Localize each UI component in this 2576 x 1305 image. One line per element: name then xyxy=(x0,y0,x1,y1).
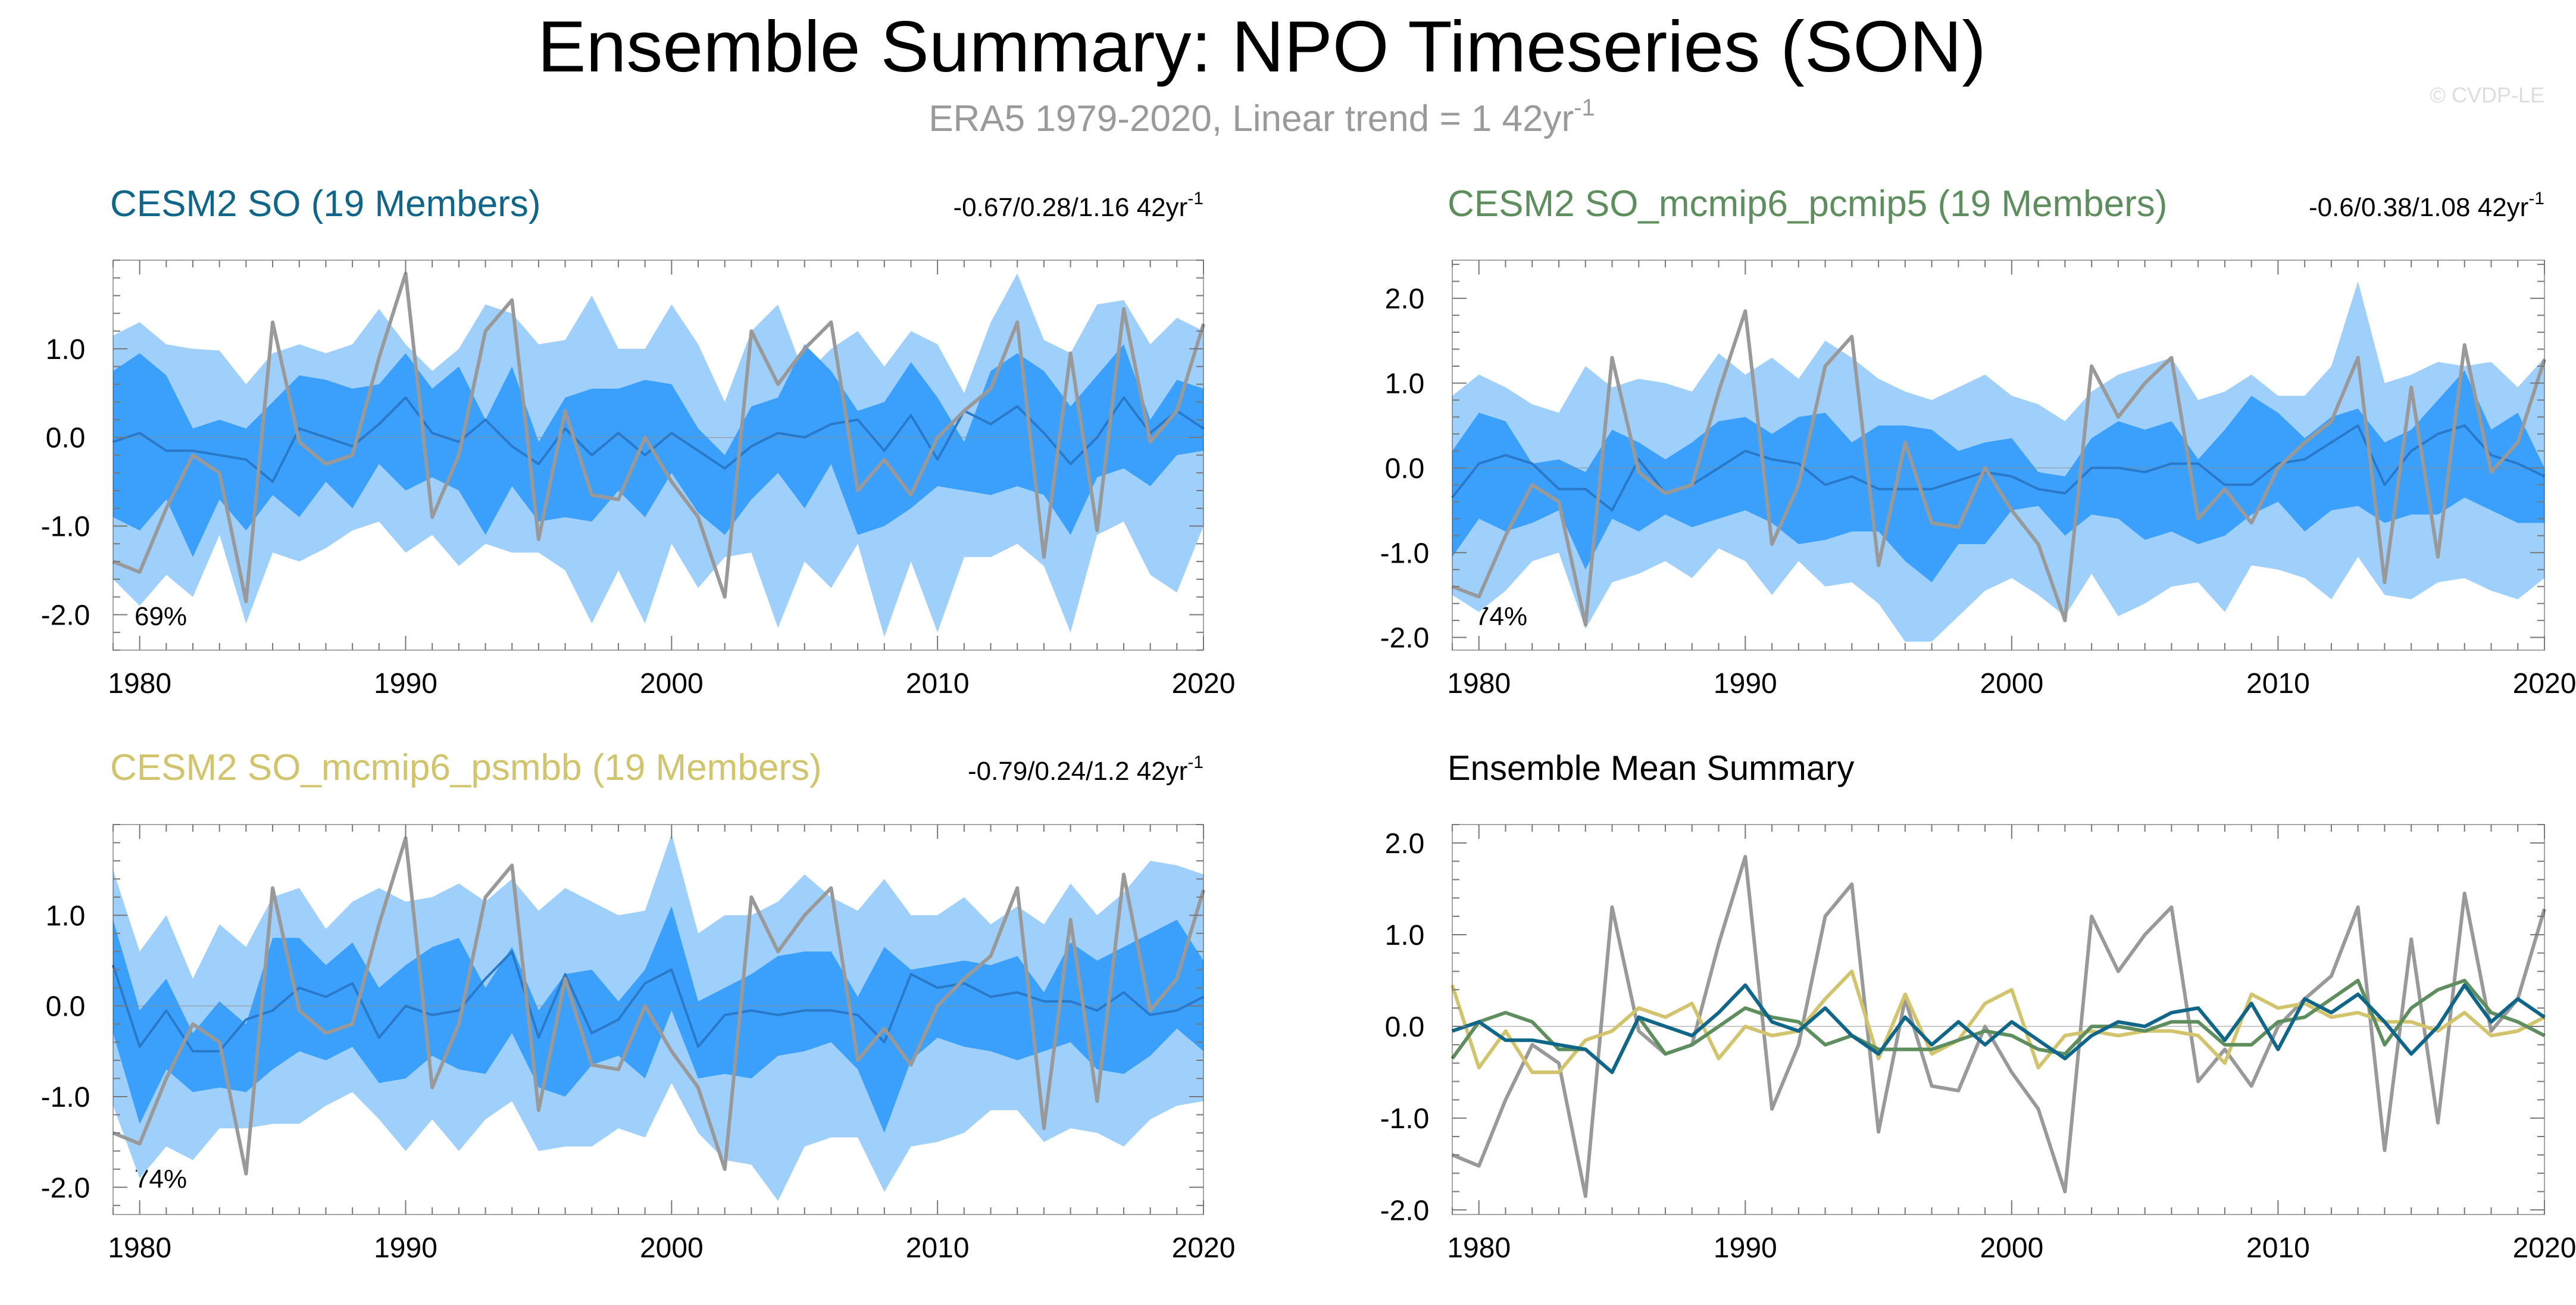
y-tick-label: -2.0 xyxy=(41,1172,90,1204)
y-tick-label: 0.0 xyxy=(1385,1011,1425,1043)
y-tick-label: -2.0 xyxy=(1380,1195,1430,1226)
plot-area: 1980 1990 2000 2010 2020 -2.0 -1.0 0.0 1.0 xyxy=(41,824,1236,1264)
watermark-text: © CVDP-LE xyxy=(2430,83,2544,107)
band-inner xyxy=(113,344,1203,557)
y-tick-label: -2.0 xyxy=(41,600,90,631)
x-tick-label: 1980 xyxy=(1447,668,1511,700)
figure-subtitle-sup: -1 xyxy=(1574,95,1595,121)
x-tick-label: 1990 xyxy=(374,668,437,700)
y-tick-label: 0.0 xyxy=(46,423,86,454)
y-tick-label: -2.0 xyxy=(1380,623,1430,654)
x-tick-label: 2010 xyxy=(2246,668,2310,700)
trend-label-main: -0.67/0.28/1.16 42yr xyxy=(953,193,1187,222)
series-cesm2-so xyxy=(1452,983,2546,1075)
trend-label-sup: -1 xyxy=(1187,189,1203,208)
panel-title: CESM2 SO (19 Members) xyxy=(110,183,541,224)
series-era5 xyxy=(112,836,1205,1176)
y-tick-label: 1.0 xyxy=(46,334,86,366)
band-inner xyxy=(113,906,1203,1133)
trend-label-sup: -1 xyxy=(2528,189,2544,208)
band-inner xyxy=(1452,370,2544,583)
series-era5 xyxy=(1451,309,2546,627)
panel-cesm2-so-mcmip6-pcmip5: CESM2 SO_mcmip6_pcmip5 (19 Members) -0.6… xyxy=(1380,183,2576,700)
series-era5 xyxy=(112,271,1205,604)
figure-title: Ensemble Summary: NPO Timeseries (SON) xyxy=(537,6,1986,87)
x-tick-label: 2010 xyxy=(906,668,970,700)
series-ensemble-mean xyxy=(112,396,1205,483)
plot-frame xyxy=(1452,260,2545,651)
x-tick-label: 1990 xyxy=(1714,1232,1777,1264)
x-tick-label: 2010 xyxy=(906,1232,970,1264)
x-tick-label: 2020 xyxy=(2513,668,2576,700)
plot-area: 1980 1990 2000 2010 2020 -2.0 -1.0 0.0 1.0 2.0 xyxy=(1380,824,2576,1264)
trend-label-main: -0.6/0.38/1.08 42yr xyxy=(2309,193,2528,222)
trend-label-main: -0.79/0.24/1.2 42yr xyxy=(968,757,1187,786)
percent-label: 69% xyxy=(135,602,187,631)
plot-frame xyxy=(112,824,1204,1215)
x-tick-label: 2020 xyxy=(1172,668,1236,700)
plot-area: 1980 1990 2000 2010 2020 -2.0 -1.0 0.0 1.0 xyxy=(41,260,1236,700)
panel-title: CESM2 SO_mcmip6_psmbb (19 Members) xyxy=(110,747,822,788)
y-tick-label: -1.0 xyxy=(1380,1103,1430,1135)
panel-title: CESM2 SO_mcmip6_pcmip5 (19 Members) xyxy=(1448,183,2167,224)
figure-subtitle: ERA5 1979-2020, Linear trend = 1 42yr-1 xyxy=(929,95,1595,139)
y-tick-label: -1.0 xyxy=(41,1082,90,1113)
panel-cesm2-so-mcmip6-psmbb: CESM2 SO_mcmip6_psmbb (19 Members) -0.79… xyxy=(41,747,1236,1264)
y-tick-label: 0.0 xyxy=(46,991,86,1023)
y-tick-label: 0.0 xyxy=(1385,453,1425,485)
x-tick-label: 1980 xyxy=(108,668,171,700)
y-tick-label: 2.0 xyxy=(1385,828,1425,860)
y-tick-label: 2.0 xyxy=(1385,283,1425,315)
x-tick-label: 2000 xyxy=(1980,668,2043,700)
x-tick-label: 1980 xyxy=(108,1232,171,1264)
trend-label: -0.67/0.28/1.16 42yr-1 xyxy=(953,189,1203,222)
trend-label: -0.79/0.24/1.2 42yr-1 xyxy=(968,753,1203,786)
series-ensemble-mean xyxy=(1451,424,2545,512)
figure-subtitle-main: ERA5 1979-2020, Linear trend = 1 42yr xyxy=(929,98,1574,139)
x-tick-label: 2020 xyxy=(2513,1232,2576,1264)
panel-title: Ensemble Mean Summary xyxy=(1448,749,1854,788)
plot-area: 1980 1990 2000 2010 2020 -2.0 -1.0 0.0 1.0 2.0 xyxy=(1380,260,2576,700)
x-tick-label: 2000 xyxy=(640,668,704,700)
x-tick-label: 2020 xyxy=(1172,1232,1236,1264)
y-tick-label: 1.0 xyxy=(46,900,86,932)
x-tick-label: 2010 xyxy=(2246,1232,2310,1264)
y-tick-label: 1.0 xyxy=(1385,368,1425,399)
y-tick-label: 1.0 xyxy=(1385,920,1425,951)
panel-cesm2-so: CESM2 SO (19 Members) -0.67/0.28/1.16 42… xyxy=(41,183,1236,700)
x-tick-label: 1980 xyxy=(1447,1232,1511,1264)
trend-label: -0.6/0.38/1.08 42yr-1 xyxy=(2309,189,2544,222)
y-tick-label: -1.0 xyxy=(1380,538,1430,569)
plot-frame xyxy=(1452,824,2545,1215)
y-tick-label: -1.0 xyxy=(41,511,90,543)
x-tick-label: 2000 xyxy=(1980,1232,2043,1264)
panel-ensemble-mean-summary: Ensemble Mean Summary 1980 1990 2000 2010 20… xyxy=(1380,749,2576,1264)
trend-label-sup: -1 xyxy=(1187,753,1203,772)
x-tick-label: 1990 xyxy=(1714,668,1777,700)
series-cesm2-so-mcmip6-psmbb xyxy=(1450,969,2546,1075)
x-tick-label: 2000 xyxy=(640,1232,704,1264)
x-tick-label: 1990 xyxy=(374,1232,437,1264)
